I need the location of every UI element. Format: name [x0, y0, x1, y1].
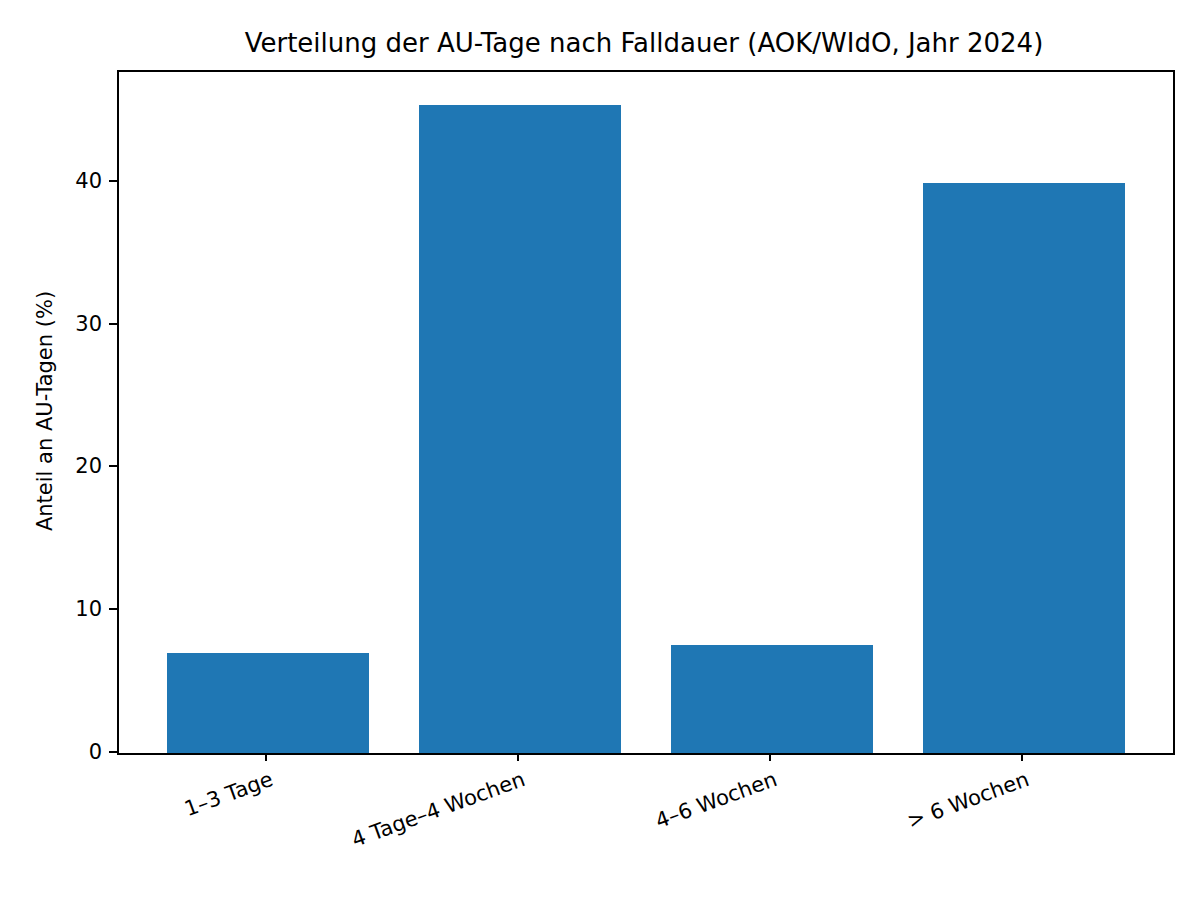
- bar-3: [923, 183, 1125, 753]
- y-tick-mark-20: [109, 465, 117, 467]
- y-tick-label-10: 10: [32, 596, 102, 622]
- x-tick-label-3: > 6 Wochen: [630, 767, 1033, 900]
- y-tick-mark-0: [109, 751, 117, 753]
- x-tick-mark-1: [517, 753, 519, 761]
- plot-area: [117, 70, 1175, 755]
- y-tick-mark-10: [109, 608, 117, 610]
- y-tick-label-20: 20: [32, 453, 102, 479]
- y-tick-label-0: 0: [32, 739, 102, 765]
- bar-chart-figure: Verteilung der AU-Tage nach Falldauer (A…: [0, 0, 1200, 900]
- bar-0: [167, 653, 369, 753]
- y-tick-label-40: 40: [32, 168, 102, 194]
- bar-2: [671, 645, 873, 754]
- x-tick-mark-2: [769, 753, 771, 761]
- y-tick-mark-40: [109, 180, 117, 182]
- bar-1: [419, 105, 621, 753]
- y-tick-label-30: 30: [32, 311, 102, 337]
- x-tick-mark-0: [265, 753, 267, 761]
- y-tick-mark-30: [109, 323, 117, 325]
- chart-title: Verteilung der AU-Tage nach Falldauer (A…: [117, 28, 1171, 58]
- x-tick-mark-3: [1021, 753, 1023, 761]
